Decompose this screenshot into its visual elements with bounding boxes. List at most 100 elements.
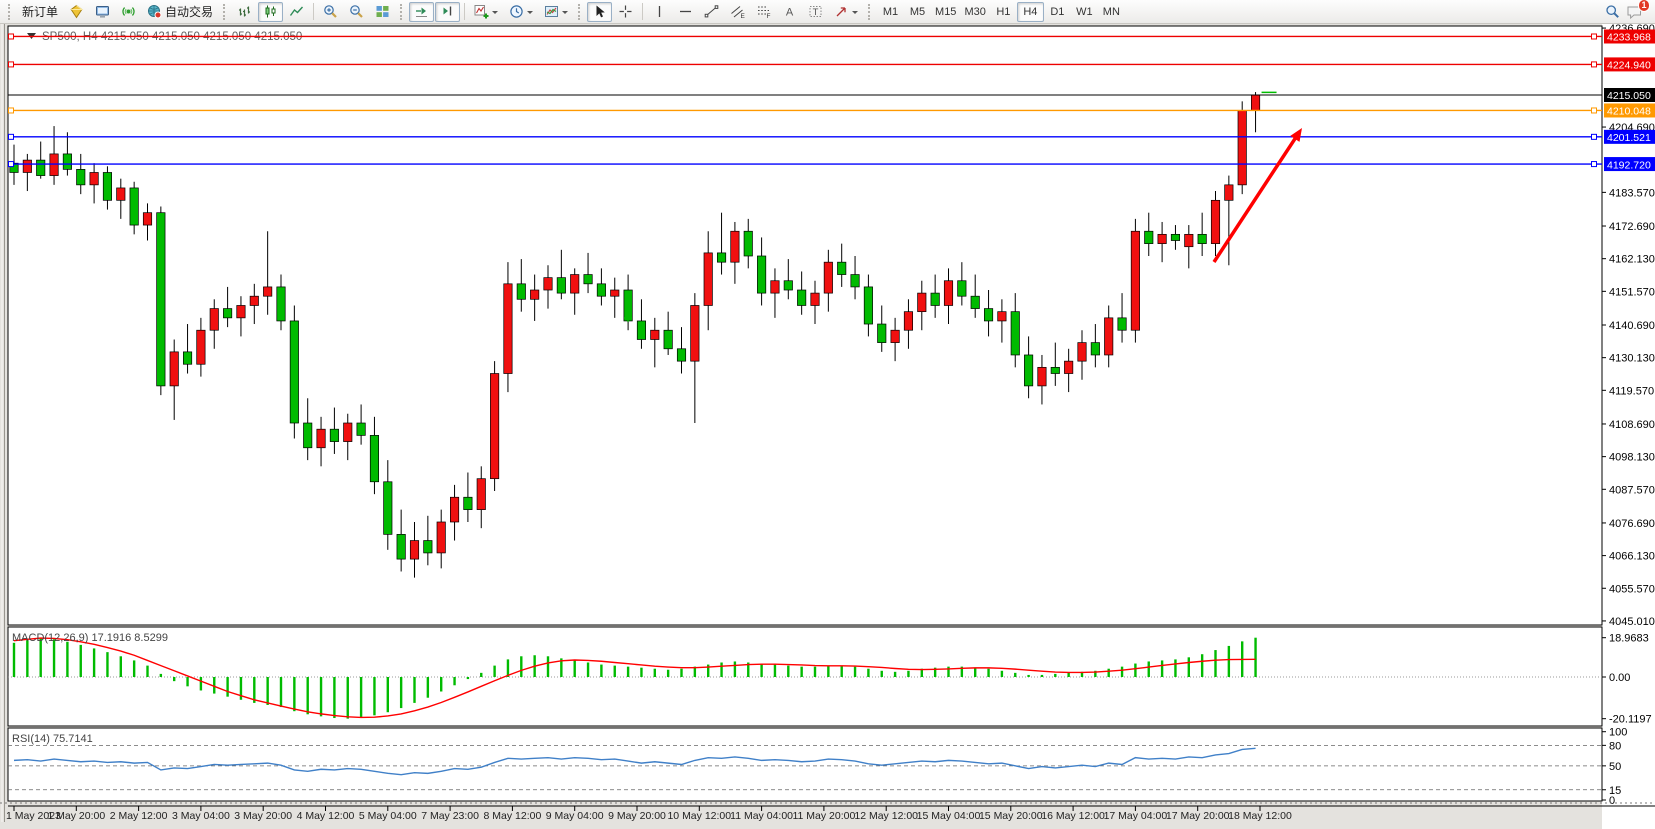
horizontal-line-4215.050[interactable]: 4215.050: [8, 88, 1655, 102]
bull-candle: [730, 230, 740, 263]
time-axis-label: 17 May 04:00: [1104, 810, 1168, 822]
price-badge-label: 4215.050: [1607, 90, 1651, 102]
rsi-label: RSI(14) 75.7141: [12, 733, 93, 745]
horizontal-line-4224.940[interactable]: 4224.940: [8, 57, 1655, 72]
timeframe-h1-button[interactable]: H1: [990, 2, 1017, 22]
bear-candle: [62, 153, 72, 170]
auto-scroll-button[interactable]: [409, 1, 435, 22]
timeframe-m15-button[interactable]: M15: [931, 2, 960, 22]
new-chart-button[interactable]: [64, 2, 89, 22]
signal-button[interactable]: [116, 2, 141, 22]
bull-candle: [409, 540, 420, 560]
horizontal-line-4233.968[interactable]: 4233.968: [8, 29, 1655, 44]
bear-candle: [983, 308, 994, 322]
main-price-panel[interactable]: [7, 25, 1603, 626]
timeframe-m30-button[interactable]: M30: [960, 2, 989, 22]
add-indicator-button[interactable]: [469, 2, 503, 22]
hline-anchor[interactable]: [1591, 161, 1597, 168]
horizontal-line-4201.521[interactable]: 4201.521: [8, 129, 1655, 144]
terminal-button[interactable]: [90, 2, 115, 22]
periods-button[interactable]: [504, 2, 538, 22]
timeframe-d1-button[interactable]: D1: [1044, 2, 1071, 22]
hline-anchor[interactable]: [1591, 33, 1597, 40]
price-chart[interactable]: SP500, H4 4215.050 4215.050 4215.050 421…: [0, 24, 1655, 829]
hline-anchor[interactable]: [1591, 107, 1597, 114]
line-chart-mode-button[interactable]: [284, 2, 309, 22]
bear-candle: [1144, 230, 1154, 244]
svg-text:F: F: [767, 13, 771, 19]
horizontal-line-4210.048[interactable]: 4210.048: [8, 103, 1655, 118]
zoom-out-icon: [350, 5, 363, 18]
channel-tool-button[interactable]: E: [725, 2, 750, 22]
bear-candle: [850, 274, 860, 288]
bear-candle: [369, 435, 379, 483]
bear-candle: [556, 277, 566, 294]
label-tool-button[interactable]: T: [803, 2, 828, 22]
price-tick-label: 4183.570: [1609, 187, 1655, 199]
horizontal-line-4192.720[interactable]: 4192.720: [8, 157, 1655, 171]
tile-windows-button[interactable]: [370, 2, 395, 22]
hline-anchor[interactable]: [1591, 61, 1597, 68]
hline-anchor[interactable]: [1591, 133, 1597, 140]
arrows-tool-button[interactable]: [829, 2, 863, 22]
zoom-out-button[interactable]: [344, 2, 369, 22]
bull-candle: [943, 280, 954, 306]
horizontal-line-tool-button[interactable]: [673, 2, 698, 22]
crosshair-tool-button[interactable]: [613, 2, 638, 22]
bear-candle: [1050, 366, 1060, 374]
bull-candle: [196, 329, 206, 365]
hline-anchor[interactable]: [8, 33, 14, 40]
bull-candle: [1104, 317, 1114, 356]
candlestick-mode-button[interactable]: [258, 1, 284, 22]
toolbar-grip[interactable]: [400, 3, 404, 20]
notification-badge[interactable]: 1: [1638, 0, 1650, 12]
bear-candle: [863, 286, 873, 325]
bear-candle: [583, 274, 593, 285]
timeframe-mn-button[interactable]: MN: [1098, 2, 1125, 22]
timeframe-h4-button[interactable]: H4: [1016, 1, 1044, 22]
timeframe-w1-button[interactable]: W1: [1071, 2, 1098, 22]
hline-anchor[interactable]: [8, 107, 14, 114]
arrow-head: [1290, 128, 1302, 142]
price-tick-label: 4045.010: [1609, 616, 1655, 628]
timeframe-m1-button[interactable]: M1: [877, 2, 904, 22]
time-axis-label: 10 May 12:00: [667, 810, 731, 822]
vertical-line-tool-button[interactable]: [647, 2, 672, 22]
plus-marker-object[interactable]: [624, 314, 632, 322]
toolbar-grip[interactable]: [868, 3, 872, 20]
price-tick-label: 4130.130: [1609, 353, 1655, 365]
rsi-panel[interactable]: [7, 727, 1603, 802]
macd-tick-label: 0.00: [1609, 672, 1630, 684]
price-badge-label: 4224.940: [1607, 60, 1651, 72]
toolbar-grip[interactable]: [8, 3, 12, 20]
bear-candle: [329, 428, 339, 442]
hline-anchor[interactable]: [8, 61, 14, 68]
chat-button[interactable]: 1: [1626, 0, 1650, 20]
time-axis-label: 2 May 12:00: [110, 810, 168, 822]
bull-candle: [263, 286, 273, 297]
price-tick-label: 4098.130: [1609, 452, 1655, 464]
search-button[interactable]: [1600, 2, 1625, 22]
text-label-icon: T: [809, 6, 822, 18]
trend-arrow-annotation[interactable]: [1212, 128, 1302, 263]
toolbar-separator: [313, 3, 315, 20]
hline-anchor[interactable]: [8, 133, 14, 140]
bear-candle: [970, 295, 980, 309]
timeframe-m5-button[interactable]: M5: [904, 2, 931, 22]
trendline-tool-button[interactable]: [699, 2, 724, 22]
macd-label: MACD(12,26,9) 17.1916 8.5299: [12, 632, 168, 644]
hline-anchor[interactable]: [8, 161, 14, 168]
macd-panel[interactable]: [7, 626, 1603, 727]
toolbar-grip[interactable]: [223, 3, 227, 20]
auto-trading-button[interactable]: 自动交易: [142, 2, 218, 22]
new-order-button[interactable]: 新订单: [17, 2, 63, 22]
fibonacci-tool-button[interactable]: F: [751, 2, 776, 22]
text-tool-button[interactable]: A: [777, 2, 802, 22]
chart-shift-button[interactable]: [435, 1, 461, 22]
templates-button[interactable]: [539, 2, 573, 22]
toolbar-grip[interactable]: [578, 3, 582, 20]
zoom-in-button[interactable]: [318, 2, 343, 22]
bear-candle: [676, 348, 687, 362]
cursor-tool-button[interactable]: [587, 1, 613, 22]
bar-chart-mode-button[interactable]: [232, 2, 257, 22]
